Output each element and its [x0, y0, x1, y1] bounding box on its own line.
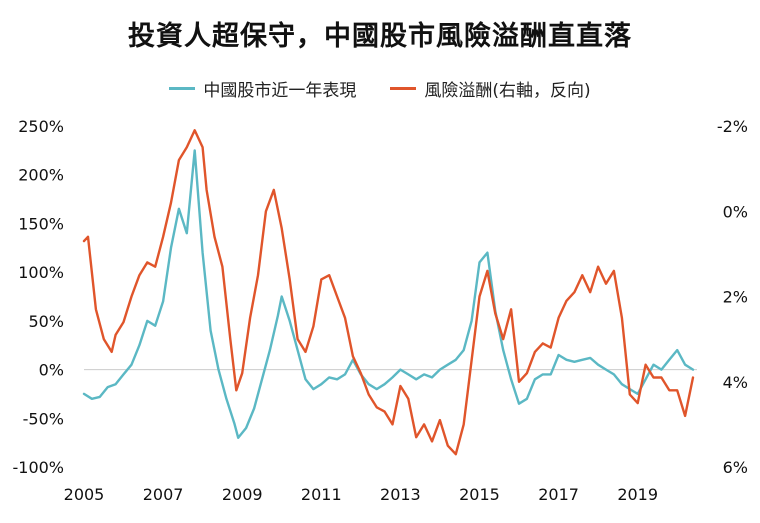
chart-title: 投資人超保守，中國股市風險溢酬直直落 — [128, 21, 632, 52]
series-line-china-stock — [82, 149, 695, 439]
series-group — [82, 129, 695, 456]
x-tick-label: 2015 — [459, 485, 500, 504]
x-tick-label: 2007 — [143, 485, 184, 504]
x-tick-label: 2005 — [64, 485, 105, 504]
left-tick-label: -100% — [12, 458, 64, 477]
left-axis-ticks: -100% -50% 0% 50% 100% 150% 200% 250% — [12, 117, 64, 477]
x-tick-label: 2013 — [380, 485, 421, 504]
right-tick-label: 6% — [723, 458, 748, 477]
right-tick-label: -2% — [717, 117, 748, 136]
legend-swatch-risk-premium — [390, 87, 417, 90]
legend-item-risk-premium: 風險溢酬(右軸，反向) — [390, 76, 591, 101]
left-tick-label: 0% — [39, 361, 64, 380]
x-tick-label: 2017 — [538, 485, 579, 504]
legend-label-risk-premium: 風險溢酬(右軸，反向) — [424, 81, 591, 101]
right-tick-label: 2% — [723, 288, 748, 307]
x-tick-label: 2019 — [617, 485, 658, 504]
left-tick-label: -50% — [23, 409, 64, 428]
left-tick-label: 200% — [18, 166, 64, 185]
x-axis-ticks: 2005 2007 2009 2011 2013 2015 2017 2019 — [64, 485, 658, 504]
left-tick-label: 150% — [18, 214, 64, 233]
legend-label-china-stock: 中國股市近一年表現 — [203, 81, 357, 101]
left-tick-label: 50% — [28, 312, 64, 331]
left-tick-label: 250% — [18, 117, 64, 136]
legend-swatch-china-stock — [169, 87, 196, 90]
legend-item-china-stock: 中國股市近一年表現 — [169, 76, 356, 101]
right-tick-label: 0% — [723, 202, 748, 221]
x-tick-label: 2011 — [301, 485, 342, 504]
x-tick-label: 2009 — [222, 485, 263, 504]
right-tick-label: 4% — [723, 373, 748, 392]
series-line-risk-premium — [82, 129, 695, 456]
left-tick-label: 100% — [18, 263, 64, 282]
right-axis-ticks: -2% 0% 2% 4% 6% — [717, 117, 748, 477]
legend: 中國股市近一年表現 風險溢酬(右軸，反向) — [0, 76, 760, 101]
